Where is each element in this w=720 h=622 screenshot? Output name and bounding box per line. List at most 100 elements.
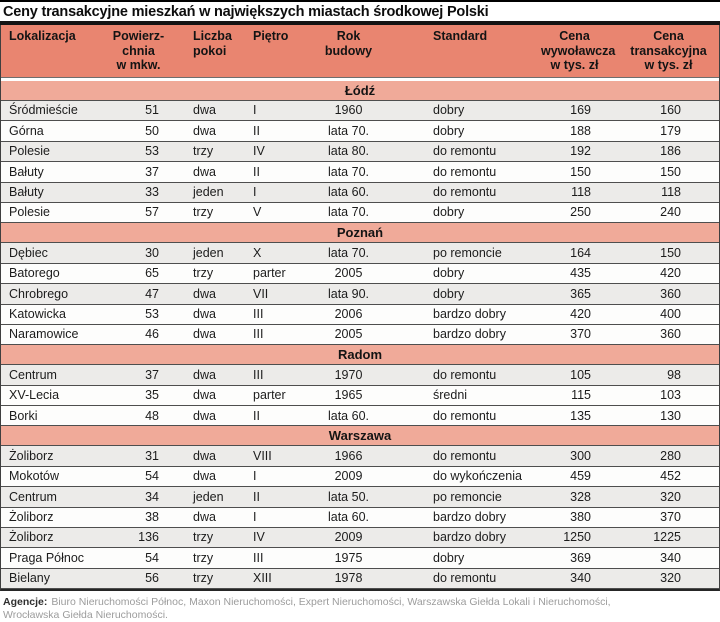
cell-pokoje: dwa — [193, 388, 216, 403]
cell-pietro: III — [253, 367, 264, 382]
cell-lokalizacja: Żoliborz — [9, 530, 54, 545]
section-header-row: Poznań — [1, 223, 719, 244]
cell-rok: 2009 — [334, 469, 363, 484]
cell-powierzchnia: 30 — [145, 245, 159, 260]
cell-rok: 1970 — [334, 367, 363, 382]
table-row: Górna 50 dwa II lata 70. dobry 188 179 — [1, 121, 719, 142]
cell-lokalizacja: Bałuty — [9, 164, 44, 179]
cell-cena-wywolawcza: 105 — [570, 367, 591, 382]
cell-cena-wywolawcza: 369 — [570, 550, 591, 565]
cell-pietro: I — [253, 510, 257, 525]
cell-powierzchnia: 47 — [145, 286, 159, 301]
column-header-lokalizacja: Lokalizacja — [9, 29, 76, 43]
cell-powierzchnia: 33 — [145, 185, 159, 199]
source-label: Agencje: — [3, 596, 48, 609]
cell-pietro: I — [253, 103, 257, 118]
cell-standard: do remontu — [433, 367, 497, 382]
cell-cena-transakcyjna: 400 — [660, 306, 681, 321]
column-header-cena-transakcyjna: Cena transakcyjna w tys. zł — [630, 29, 707, 72]
cell-cena-wywolawcza: 135 — [570, 408, 591, 423]
cell-standard: do wykończenia — [433, 469, 522, 484]
cell-powierzchnia: 57 — [145, 205, 159, 220]
cell-rok: lata 70. — [327, 123, 369, 138]
cell-cena-transakcyjna: 130 — [660, 408, 681, 423]
cell-cena-transakcyjna: 420 — [660, 266, 681, 281]
cell-cena-transakcyjna: 320 — [660, 571, 681, 586]
cell-powierzchnia: 53 — [145, 306, 159, 321]
cell-lokalizacja: Mokotów — [9, 469, 60, 484]
table-row: Batorego 65 trzy parter 2005 dobry 435 420 — [1, 263, 719, 285]
cell-standard: do remontu — [433, 408, 497, 423]
cell-pokoje: dwa — [193, 367, 216, 382]
cell-powierzchnia: 35 — [145, 388, 159, 403]
table-row: Centrum 37 dwa III 1970 do remontu 105 98 — [1, 365, 719, 386]
cell-standard: do remontu — [433, 144, 497, 159]
cell-standard: dobry — [433, 103, 465, 118]
cell-pietro: V — [253, 205, 262, 220]
cell-pokoje: dwa — [193, 286, 216, 301]
cell-pokoje: dwa — [193, 327, 216, 342]
top-rule — [0, 0, 720, 2]
cell-cena-transakcyjna: 452 — [660, 469, 681, 484]
cell-cena-wywolawcza: 380 — [570, 510, 591, 525]
cell-rok: lata 60. — [327, 185, 369, 199]
price-table: Lokalizacja Powierz- chnia w mkw. Liczba… — [0, 25, 720, 592]
cell-cena-wywolawcza: 459 — [570, 469, 591, 484]
cell-powierzchnia: 136 — [138, 530, 159, 545]
cell-pietro: parter — [253, 388, 286, 403]
cell-rok: 1978 — [334, 571, 363, 586]
cell-pokoje: dwa — [193, 103, 216, 118]
source-text: Biuro Nieruchomości Północ, Maxon Nieruc… — [3, 596, 611, 622]
cell-cena-transakcyjna: 150 — [660, 245, 681, 260]
cell-powierzchnia: 65 — [145, 266, 159, 281]
cell-pietro: IV — [253, 530, 265, 545]
cell-lokalizacja: Katowicka — [9, 306, 66, 321]
cell-lokalizacja: Żoliborz — [9, 448, 54, 463]
column-header-standard: Standard — [433, 29, 488, 43]
cell-lokalizacja: Batorego — [9, 266, 60, 281]
section-header-row: Warszawa — [1, 426, 719, 447]
cell-lokalizacja: Praga Północ — [9, 550, 85, 565]
cell-cena-transakcyjna: 186 — [660, 144, 681, 159]
table-header-row: Lokalizacja Powierz- chnia w mkw. Liczba… — [1, 25, 719, 78]
cell-powierzchnia: 37 — [145, 367, 159, 382]
cell-standard: średni — [433, 388, 468, 403]
column-header-powierzchnia: Powierz- chnia w mkw. — [112, 29, 165, 72]
cell-cena-transakcyjna: 370 — [660, 510, 681, 525]
cell-pokoje: trzy — [193, 530, 214, 545]
cell-rok: 1975 — [334, 550, 363, 565]
cell-lokalizacja: Chrobrego — [9, 286, 69, 301]
cell-pietro: II — [253, 489, 260, 504]
cell-pokoje: trzy — [193, 144, 214, 159]
cell-cena-transakcyjna: 160 — [660, 103, 681, 118]
cell-pokoje: trzy — [193, 550, 214, 565]
cell-rok: 2006 — [334, 306, 363, 321]
cell-pokoje: jeden — [193, 489, 224, 504]
cell-powierzchnia: 54 — [145, 550, 159, 565]
cell-standard: po remoncie — [433, 489, 502, 504]
cell-powierzchnia: 54 — [145, 469, 159, 484]
cell-lokalizacja: Centrum — [9, 489, 57, 504]
page-title: Ceny transakcyjne mieszkań w największyc… — [3, 4, 489, 20]
cell-cena-transakcyjna: 340 — [660, 550, 681, 565]
cell-cena-wywolawcza: 328 — [570, 489, 591, 504]
section-header-row: Łódź — [1, 81, 719, 101]
table-row: Mokotów 54 dwa I 2009 do wykończenia 459 452 — [1, 466, 719, 488]
cell-standard: dobry — [433, 286, 465, 301]
cell-standard: po remoncie — [433, 245, 502, 260]
cell-pietro: VII — [253, 286, 269, 301]
cell-standard: do remontu — [433, 571, 497, 586]
cell-rok: lata 90. — [327, 286, 369, 301]
cell-lokalizacja: Naramowice — [9, 327, 79, 342]
cell-cena-wywolawcza: 115 — [571, 388, 591, 403]
cell-lokalizacja: Górna — [9, 123, 44, 138]
cell-cena-wywolawcza: 300 — [570, 448, 591, 463]
cell-rok: 2009 — [334, 530, 363, 545]
cell-pokoje: dwa — [193, 408, 216, 423]
cell-pietro: II — [253, 408, 260, 423]
cell-rok: 2005 — [334, 266, 363, 281]
cell-pietro: III — [253, 327, 264, 342]
